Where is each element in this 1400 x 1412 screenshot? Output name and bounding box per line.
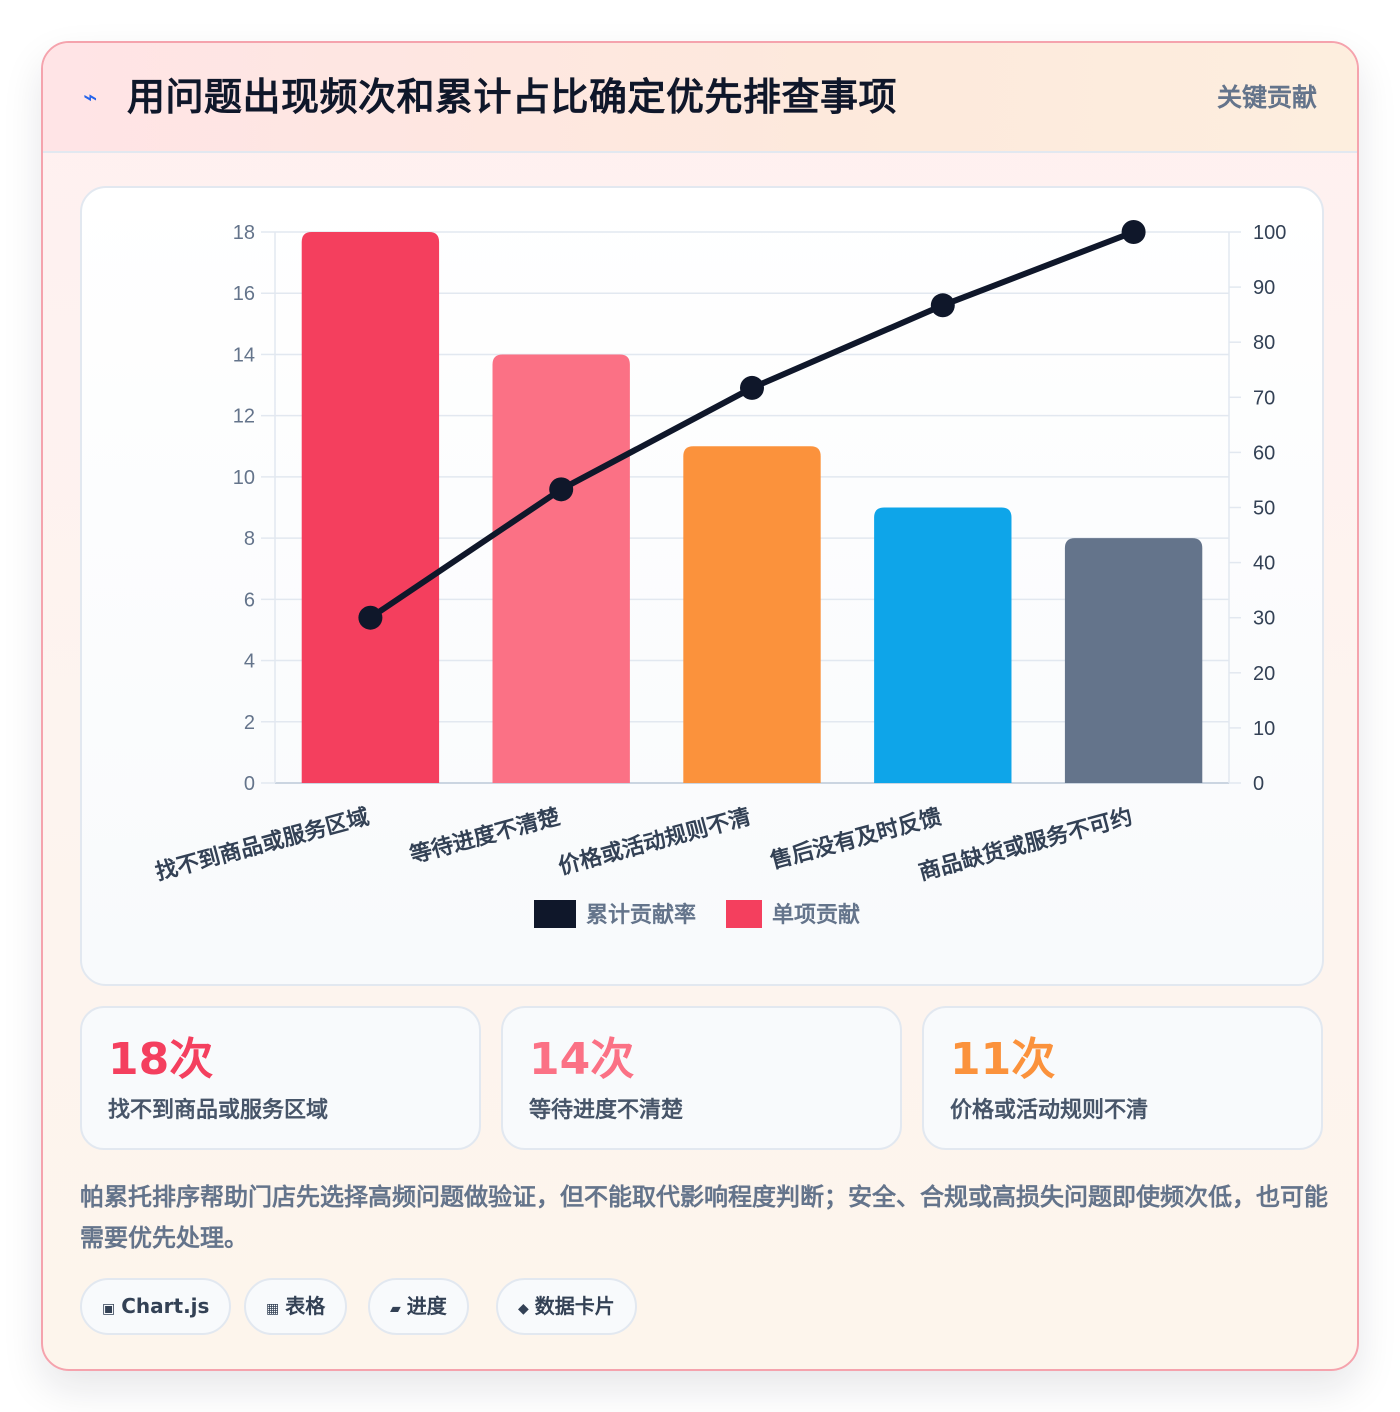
y-right-tick-label: 10 [1253,718,1275,740]
y-left-tick-label: 8 [244,528,255,550]
y-left-tick-label: 0 [244,773,255,795]
y-left-tick-label: 10 [233,467,255,489]
chart-icon: ▣ [102,1301,116,1317]
chip-chartjs[interactable]: ▣ Chart.js [80,1278,232,1335]
chart-panel: 0 2 4 6 8 10 12 14 16 18 0 10 20 30 40 50 60 70 80 90 100 找不到… [80,186,1324,986]
legend-swatch [534,900,576,928]
header-tag: 关键贡献 [1216,83,1317,112]
line-point [549,477,574,502]
x-tick-label: 价格或活动规则不清 [556,804,754,880]
line-point [930,293,955,318]
y-right-tick-label: 0 [1253,773,1264,795]
lightning-icon: ⌁ [83,83,98,111]
bar [301,232,440,783]
chip-progress[interactable]: ▰ 进度 [368,1278,469,1335]
bar [874,507,1012,783]
chip-label: 表格 [285,1294,326,1318]
table-icon: ▦ [266,1301,280,1317]
stat-value: 11次 [950,1034,1056,1085]
y-left-tick-label: 2 [244,712,255,734]
y-left-tick-label: 16 [233,283,255,305]
stat-value: 18次 [108,1034,214,1085]
y-right-tick-label: 70 [1253,387,1275,409]
bar [492,354,630,783]
page-title: 用问题出现频次和累计占比确定优先排查事项 [127,75,898,119]
progress-icon: ▰ [390,1301,401,1317]
y-right-tick-label: 40 [1253,553,1275,575]
stat-value: 14次 [529,1034,635,1085]
y-left-tick-label: 18 [233,222,255,244]
chart-card: ⌁ 用问题出现频次和累计占比确定优先排查事项 关键贡献 0 2 4 6 8 10 12 14 1… [41,41,1359,1371]
y-left-tick-label: 4 [244,651,255,673]
pareto-chart: 0 2 4 6 8 10 12 14 16 18 0 10 20 30 40 50 60 70 80 90 100 找不到… [153,220,1286,928]
line-point [1121,220,1146,244]
chip-data-card[interactable]: ◆ 数据卡片 [496,1278,637,1335]
legend-label: 单项贡献 [772,902,860,928]
card-header: ⌁ 用问题出现频次和累计占比确定优先排查事项 关键贡献 [43,43,1357,153]
chip-label: Chart.js [121,1294,210,1318]
chip-label: 数据卡片 [534,1294,615,1318]
x-tick-label: 找不到商品或服务区域 [153,804,372,886]
stat-card: 18次 找不到商品或服务区域 [80,1006,481,1150]
chip-table[interactable]: ▦ 表格 [244,1278,348,1335]
y-right-tick-label: 100 [1253,222,1286,244]
y-right-tick-label: 90 [1253,277,1275,299]
legend-swatch [726,900,762,928]
line-point [358,605,383,630]
y-right-tick-label: 30 [1253,608,1275,630]
card-icon: ◆ [518,1301,529,1317]
x-tick-label: 等待进度不清楚 [407,804,562,869]
summary-text: 帕累托排序帮助门店先选择高频问题做验证，但不能取代影响程度判断；安全、合规或高损… [80,1183,1328,1252]
stat-card: 14次 等待进度不清楚 [501,1006,902,1150]
y-left-tick-label: 6 [244,589,255,611]
bar [1064,538,1203,783]
line-point [740,375,764,400]
stat-label: 价格或活动规则不清 [950,1098,1149,1123]
y-right-tick-label: 50 [1253,498,1275,520]
y-right-tick-label: 60 [1253,442,1275,464]
y-left-tick-label: 12 [233,406,255,428]
y-right-tick-label: 20 [1253,663,1275,685]
bar [683,446,821,783]
stat-label: 找不到商品或服务区域 [108,1098,329,1123]
y-right-tick-label: 80 [1253,332,1275,354]
x-tick-label: 商品缺货或服务不可约 [916,804,1135,886]
stat-card: 11次 价格或活动规则不清 [922,1006,1323,1150]
stat-label: 等待进度不清楚 [529,1098,684,1123]
y-left-tick-label: 14 [233,344,255,366]
chip-label: 进度 [406,1294,447,1318]
legend-label: 累计贡献率 [586,902,696,928]
